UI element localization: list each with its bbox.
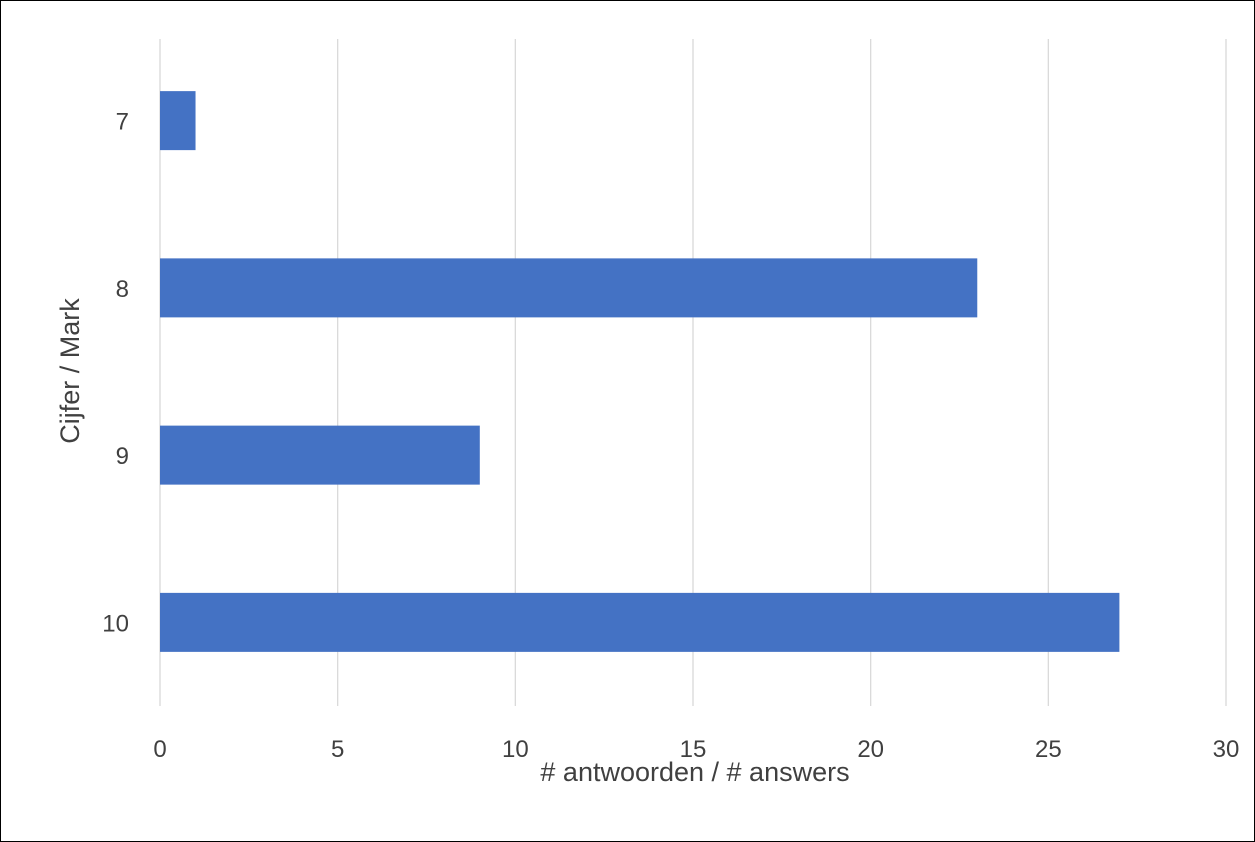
y-tick-label: 9 bbox=[116, 443, 129, 470]
gridlines bbox=[159, 39, 1227, 706]
x-tick-label: 0 bbox=[153, 736, 166, 763]
y-tick-labels: 7 8 9 10 bbox=[102, 109, 129, 638]
x-tick-label: 15 bbox=[680, 736, 707, 763]
y-axis-title: Cijfer / Mark bbox=[55, 298, 85, 444]
x-tick-label: 30 bbox=[1213, 736, 1240, 763]
bar-7 bbox=[160, 91, 196, 151]
bars bbox=[160, 91, 1120, 652]
bar-10 bbox=[160, 592, 1120, 652]
x-tick-label: 5 bbox=[331, 736, 344, 763]
bar-8 bbox=[160, 258, 978, 318]
x-tick-label: 10 bbox=[502, 736, 529, 763]
y-tick-label: 10 bbox=[102, 610, 129, 637]
y-tick-label: 7 bbox=[116, 109, 129, 136]
y-tick-label: 8 bbox=[116, 276, 129, 303]
x-tick-labels: 0 5 10 15 20 25 30 bbox=[153, 736, 1239, 763]
x-tick-label: 25 bbox=[1035, 736, 1062, 763]
x-tick-label: 20 bbox=[857, 736, 884, 763]
bar-9 bbox=[160, 425, 480, 485]
x-axis-title: # antwoorden / # answers bbox=[540, 757, 849, 787]
